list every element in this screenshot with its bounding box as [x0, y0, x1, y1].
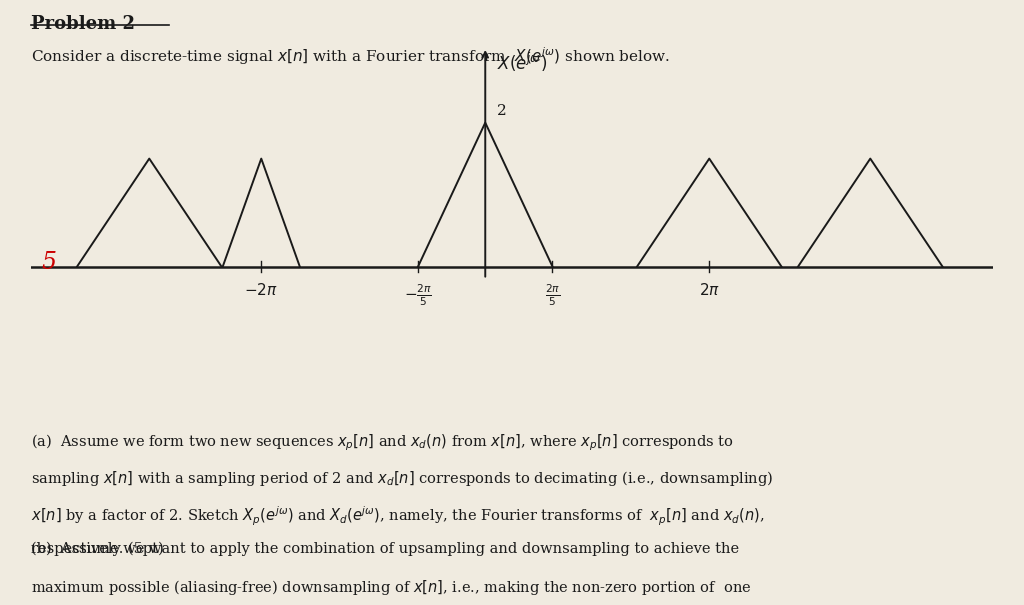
Text: $-\frac{2\pi}{5}$: $-\frac{2\pi}{5}$ [404, 283, 432, 308]
Text: Consider a discrete-time signal $x[n]$ with a Fourier transform  $X(e^{j\omega}): Consider a discrete-time signal $x[n]$ w… [31, 45, 670, 67]
Text: Problem 2: Problem 2 [31, 15, 135, 33]
Text: $x[n]$ by a factor of 2. Sketch $X_p(e^{j\omega})$ and $X_d(e^{j\omega})$, namel: $x[n]$ by a factor of 2. Sketch $X_p(e^{… [31, 505, 764, 529]
Text: $-2\pi$: $-2\pi$ [245, 283, 279, 298]
Text: (a)  Assume we form two new sequences $x_p[n]$ and $x_d(n)$ from $x[n]$, where $: (a) Assume we form two new sequences $x_… [31, 433, 733, 453]
Text: (b)  Assume we want to apply the combination of upsampling and downsampling to a: (b) Assume we want to apply the combinat… [31, 541, 739, 556]
Text: 5: 5 [41, 252, 56, 275]
Text: maximum possible (aliasing-free) downsampling of $x[n]$, i.e., making the non-ze: maximum possible (aliasing-free) downsam… [31, 578, 752, 597]
Text: respectively. (5pt): respectively. (5pt) [31, 541, 164, 556]
Text: 2: 2 [497, 104, 507, 119]
Text: sampling $x[n]$ with a sampling period of 2 and $x_d[n]$ corresponds to decimati: sampling $x[n]$ with a sampling period o… [31, 469, 773, 488]
Text: $\frac{2\pi}{5}$: $\frac{2\pi}{5}$ [545, 283, 560, 308]
Text: $2\pi$: $2\pi$ [698, 283, 720, 298]
Text: $X(e^{j\omega})$: $X(e^{j\omega})$ [497, 51, 547, 74]
